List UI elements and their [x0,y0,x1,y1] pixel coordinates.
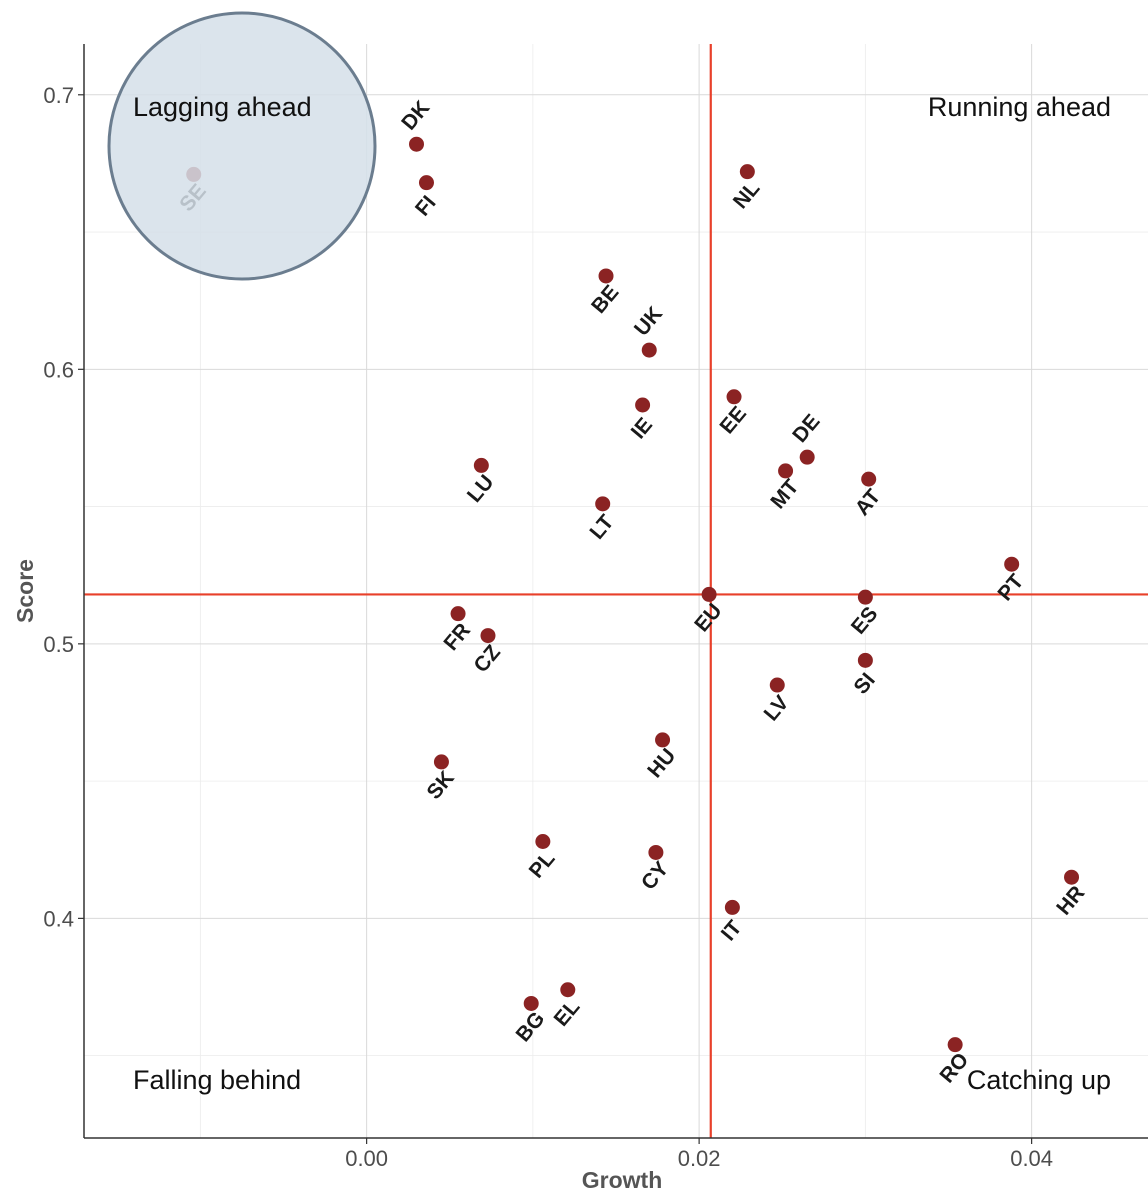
quadrant-label-bottom-left: Falling behind [133,1065,301,1095]
highlight-circle [107,11,377,281]
point-label-it: IT [717,916,747,945]
point-label-si: SI [849,669,879,699]
point-label-nl: NL [729,177,765,213]
point-label-eu: EU [690,599,726,636]
y-axis-title: Score [12,559,38,623]
quadrant-label-bottom-right: Catching up [967,1065,1111,1095]
y-tick-label-3: 0.7 [43,83,74,108]
point-label-hu: HU [643,744,680,782]
point-fr [450,606,466,622]
point-label-lu: LU [463,471,499,507]
point-cz [480,628,496,644]
point-hu [655,732,671,748]
point-fi [418,175,434,191]
point-lv [769,677,785,693]
point-ie [635,397,651,413]
y-tick-label-2: 0.6 [43,357,74,382]
quadrant-labels: Lagging ahead Running ahead Falling behind… [133,92,1111,1095]
point-ee [726,389,742,405]
point-cy [648,844,664,860]
point-label-at: AT [851,485,886,520]
tick-labels: 0.00 0.02 0.04 0.4 0.5 0.6 0.7 [43,83,1053,1171]
point-nl [739,164,755,180]
x-tick-label-1: 0.02 [678,1146,721,1171]
highlight-circle-layer [107,11,377,281]
point-de [799,449,815,465]
point-label-de: DE [788,410,824,447]
point-label-ee: EE [715,402,751,438]
point-label-ie: IE [627,413,657,443]
point-si [857,652,873,668]
point-label-uk: UK [630,302,667,340]
point-eu [701,586,717,602]
point-lu [473,457,489,473]
point-label-fr: FR [440,619,476,655]
point-label-bg: BG [512,1007,550,1046]
point-bg [523,995,539,1011]
point-label-es: ES [847,602,883,638]
point-label-pl: PL [525,847,560,882]
point-label-fi: FI [411,191,441,220]
point-it [724,899,740,915]
point-label-sk: SK [423,767,459,804]
point-label-pt: PT [994,570,1029,605]
point-label-be: BE [587,281,623,318]
point-label-cy: CY [637,857,673,894]
x-axis-title: Growth [582,1167,663,1193]
point-mt [778,463,794,479]
x-tick-label-0: 0.00 [345,1146,388,1171]
point-sk [433,754,449,770]
point-ro [947,1037,963,1053]
point-lt [595,496,611,512]
point-label-mt: MT [766,475,803,513]
x-tick-label-2: 0.04 [1010,1146,1053,1171]
quadrant-label-top-right: Running ahead [928,92,1111,122]
point-label-cz: CZ [469,641,505,677]
y-tick-label-1: 0.5 [43,632,74,657]
point-pt [1004,556,1020,572]
point-pl [535,834,551,850]
point-label-lv: LV [760,691,794,725]
point-label-el: EL [550,995,585,1030]
point-label-dk: DK [397,97,434,135]
point-es [857,589,873,605]
point-label-hr: HR [1052,882,1089,920]
point-be [598,268,614,284]
point-hr [1064,869,1080,885]
point-at [861,471,877,487]
point-dk [409,136,424,152]
point-uk [641,342,657,358]
point-label-lt: LT [585,510,618,543]
axes [83,44,1148,1139]
y-tick-label-0: 0.4 [43,906,74,931]
point-el [560,982,576,998]
quadrant-label-top-left: Lagging ahead [133,92,312,122]
